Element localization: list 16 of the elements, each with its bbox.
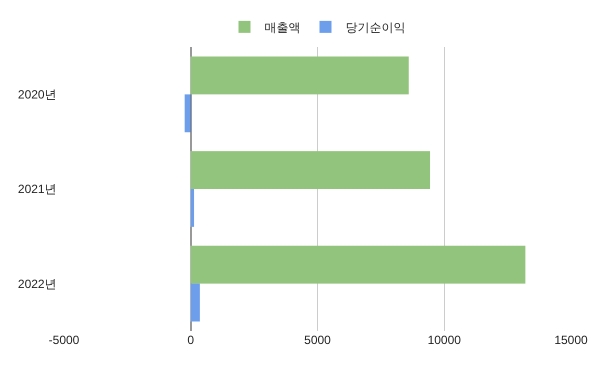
bar	[190, 284, 200, 322]
legend-label: 매출액	[264, 20, 300, 34]
y-tick-label: 2021년	[18, 182, 57, 196]
bar	[190, 56, 409, 94]
y-tick-label: 2022년	[18, 276, 57, 291]
x-tick-label: 0	[187, 333, 194, 347]
x-tick-label: 15000	[554, 333, 588, 347]
bar	[190, 189, 194, 227]
x-tick-label: -5000	[48, 333, 80, 347]
bar	[190, 246, 526, 284]
bar	[190, 151, 430, 189]
x-tick-label: 10000	[428, 333, 462, 347]
y-tick-label: 2020년	[18, 88, 57, 102]
bar	[184, 94, 191, 132]
x-tick-label: 5000	[304, 333, 332, 347]
legend-label: 당기순이익	[346, 20, 406, 34]
